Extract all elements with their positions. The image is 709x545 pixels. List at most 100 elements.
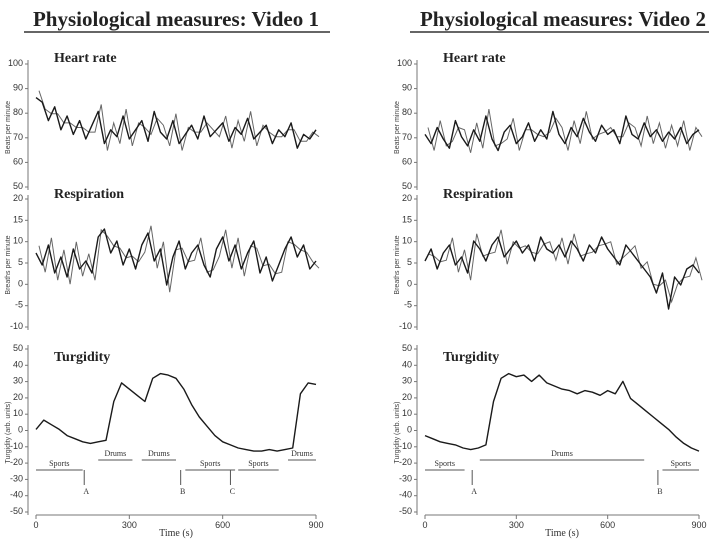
y-tick-label: -20 [399, 457, 412, 467]
y-tick-label: 20 [402, 193, 412, 203]
series-line-heart-rate [424, 110, 700, 152]
y-tick-label: -10 [10, 321, 23, 331]
x-tick-label: 0 [422, 520, 427, 530]
y-tick-label: 30 [402, 376, 412, 386]
y-tick-label: 50 [402, 181, 412, 191]
x-tick-label: 300 [122, 520, 137, 530]
y-tick-label: -40 [10, 490, 23, 500]
x-axis-label: Time (s) [545, 528, 579, 539]
y-tick-label: 60 [13, 156, 23, 166]
subplot-heart-rate: 100 90 80 70 60 50 Beats per minute Heart rate [5, 51, 320, 191]
segment-sports-label: Sports [435, 459, 455, 468]
subplot-label: Heart rate [54, 51, 117, 66]
y-axis-label: Beats per minute [5, 101, 12, 154]
segment-drums-label: Drums [104, 449, 126, 458]
y-tick-label: 70 [13, 132, 23, 142]
y-tick-label: 20 [13, 392, 23, 402]
y-tick-label: 10 [13, 236, 23, 246]
y-tick-label: -10 [399, 441, 412, 451]
y-tick-label: 50 [13, 343, 23, 353]
panel-title: Physiological measures: Video 2 [420, 7, 706, 31]
y-tick-label: -30 [399, 473, 412, 483]
segment-sports-label: Sports [671, 459, 691, 468]
y-tick-label: 0 [407, 425, 412, 435]
y-tick-label: 40 [13, 359, 23, 369]
y-tick-label: 60 [402, 156, 412, 166]
y-tick-label: 30 [13, 376, 23, 386]
series-line-respiration [35, 228, 317, 286]
series-shadow-line [38, 90, 320, 151]
panel-2: Physiological measures: Video 2100908070… [394, 7, 709, 539]
segment-a-label: A [471, 487, 477, 496]
x-tick-label: 600 [600, 520, 615, 530]
y-axis-label: Breaths per minute [394, 235, 401, 294]
segment-b-label: B [180, 487, 185, 496]
y-tick-label: -10 [10, 441, 23, 451]
y-tick-label: 0 [407, 278, 412, 288]
subplot-label: Turgidity [443, 350, 499, 365]
x-axis-label: Time (s) [159, 528, 193, 539]
y-tick-label: 10 [402, 408, 412, 418]
panel-title: Physiological measures: Video 1 [33, 7, 319, 31]
x-tick-label: 900 [308, 520, 323, 530]
subplot-label: Respiration [54, 187, 124, 202]
subplot-respiration: 20 15 10 5 0 -5 -10 Breaths per minute Respirati… [394, 187, 703, 331]
y-tick-label: 80 [402, 107, 412, 117]
segment-c-label: C [230, 487, 235, 496]
y-tick-label: 50 [13, 181, 23, 191]
y-tick-label: 5 [407, 257, 412, 267]
y-tick-label: 10 [402, 236, 412, 246]
y-tick-label: 15 [402, 214, 412, 224]
x-tick-label: 900 [691, 520, 706, 530]
segment-a-label: A [83, 487, 89, 496]
y-tick-label: 15 [13, 214, 23, 224]
x-tick-label: 0 [33, 520, 38, 530]
x-tick-label: 300 [509, 520, 524, 530]
series-line-turgidity [424, 372, 700, 452]
x-tick-label: 600 [215, 520, 230, 530]
y-tick-label: 5 [18, 257, 23, 267]
series-line-respiration [424, 236, 700, 310]
y-tick-label: -5 [404, 300, 412, 310]
y-tick-label: 80 [13, 107, 23, 117]
y-tick-label: -20 [10, 457, 23, 467]
subplot-heart-rate: 100 90 80 70 60 50 Beats per minute Heart rate [394, 51, 703, 191]
y-axis-label: Breaths per minute [5, 235, 12, 294]
segment-sports-label: Sports [49, 459, 69, 468]
y-tick-label: 20 [13, 193, 23, 203]
y-tick-label: -50 [399, 506, 412, 516]
panel-1: Physiological measures: Video 1100908070… [5, 7, 330, 539]
y-tick-label: 50 [402, 343, 412, 353]
segment-drums-label: Drums [551, 449, 573, 458]
y-tick-label: 40 [402, 359, 412, 369]
y-tick-label: 100 [397, 58, 412, 68]
segment-sports-label: Sports [248, 459, 268, 468]
y-tick-label: 90 [402, 83, 412, 93]
subplot-label: Heart rate [443, 51, 506, 66]
y-tick-label: -40 [399, 490, 412, 500]
subplot-label: Turgidity [54, 350, 110, 365]
subplot-turgidity: 50 40 30 20 10 0 -10 -20 -30 -40 -50 Turgidity (arb… [5, 343, 317, 516]
y-axis-label: Turgidity (arb. units) [5, 402, 12, 464]
segment-drums-label: Drums [291, 449, 313, 458]
y-tick-label: 90 [13, 83, 23, 93]
subplot-label: Respiration [443, 187, 513, 202]
y-axis-label: Turgidity (arb. units) [394, 402, 401, 464]
y-axis-label: Beats per minute [394, 101, 401, 154]
series-shadow-line [38, 225, 320, 293]
y-tick-label: 100 [8, 58, 23, 68]
segment-drums-label: Drums [148, 449, 170, 458]
segment-sports-label: Sports [200, 459, 220, 468]
y-tick-label: -5 [15, 300, 23, 310]
y-tick-label: 0 [18, 278, 23, 288]
y-tick-label: -50 [10, 506, 23, 516]
subplot-turgidity: 50 40 30 20 10 0 -10 -20 -30 -40 -50 Turgidity (arb… [394, 343, 700, 516]
subplot-respiration: 20 15 10 5 0 -5 -10 Breaths per minute Respirati… [5, 187, 320, 331]
series-line-heart-rate [35, 97, 317, 149]
y-tick-label: -10 [399, 321, 412, 331]
y-tick-label: 70 [402, 132, 412, 142]
series-shadow-line [427, 109, 703, 153]
y-tick-label: 0 [18, 425, 23, 435]
y-tick-label: 20 [402, 392, 412, 402]
